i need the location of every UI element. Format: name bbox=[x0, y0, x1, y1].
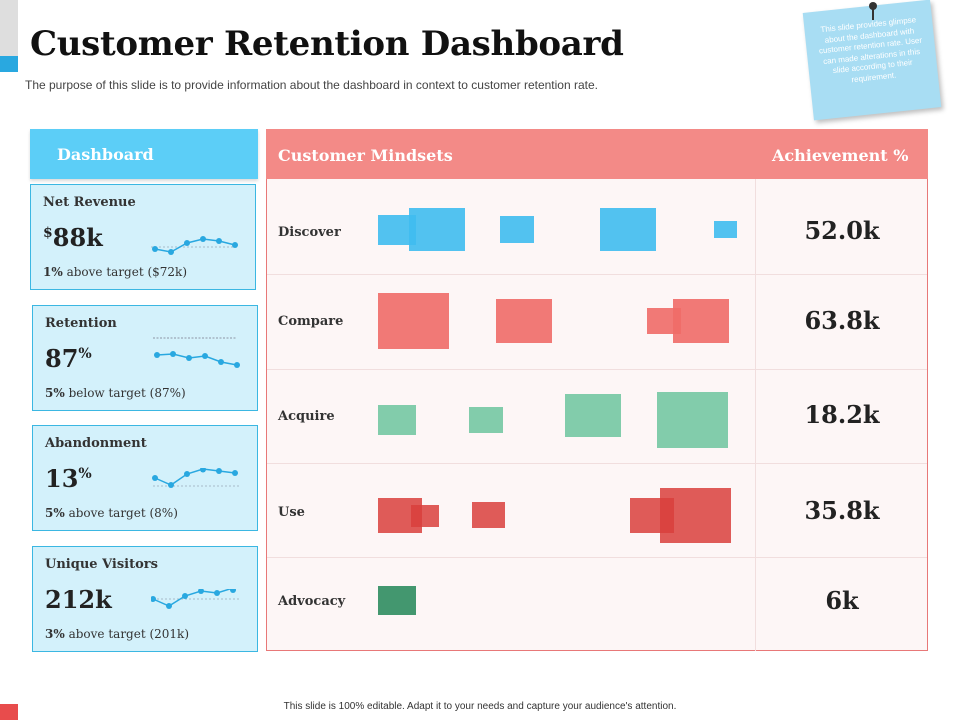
row-label-use: Use bbox=[278, 505, 305, 520]
footer-note: This slide is 100% editable. Adapt it to… bbox=[283, 701, 677, 712]
row-value-discover: 52.0k bbox=[804, 216, 880, 245]
row-label-acquire: Acquire bbox=[278, 409, 335, 424]
row-divider bbox=[267, 369, 927, 370]
kpi-sub-pct: 1% bbox=[43, 265, 63, 279]
sparkline-retention bbox=[153, 337, 240, 368]
compare-block bbox=[378, 293, 449, 349]
row-value-acquire: 18.2k bbox=[804, 400, 880, 429]
row-label-discover: Discover bbox=[278, 225, 341, 240]
kpi-subtext: 5% below target (87%) bbox=[45, 386, 186, 400]
discover-block bbox=[714, 221, 737, 238]
discover-block bbox=[409, 208, 465, 251]
kpi-value: 13% bbox=[45, 464, 92, 493]
sparkline-unique-visitors bbox=[151, 589, 239, 609]
row-value-compare: 63.8k bbox=[804, 306, 880, 335]
mindsets-table bbox=[266, 129, 928, 651]
kpi-card-abandonment: Abandonment 13% 5% above target (8%) bbox=[32, 425, 258, 531]
header-customer-mindsets: Customer Mindsets bbox=[278, 146, 453, 165]
acquire-block bbox=[565, 394, 621, 437]
pin-icon bbox=[869, 2, 877, 10]
dashboard-header-label: Dashboard bbox=[57, 145, 154, 164]
kpi-suffix: % bbox=[78, 346, 92, 362]
kpi-value: 212k bbox=[45, 585, 112, 614]
kpi-label: Abandonment bbox=[45, 436, 147, 451]
kpi-sub-text: below target (87%) bbox=[64, 386, 186, 400]
sticky-note-text: This slide provides glimpse about the da… bbox=[818, 15, 923, 84]
use-block bbox=[472, 502, 505, 528]
row-value-advocacy: 6k bbox=[825, 586, 859, 615]
column-divider bbox=[755, 179, 756, 651]
kpi-number: 88k bbox=[52, 223, 103, 252]
kpi-card-net-revenue: Net Revenue $88k 1% above target ($72k) bbox=[30, 184, 256, 290]
row-divider bbox=[267, 463, 927, 464]
discover-block bbox=[500, 216, 534, 243]
header-achievement: Achievement % bbox=[772, 146, 909, 165]
kpi-card-unique-visitors: Unique Visitors 212k 3% above target (20… bbox=[32, 546, 258, 652]
row-value-use: 35.8k bbox=[804, 496, 880, 525]
acquire-block bbox=[469, 407, 503, 433]
kpi-label: Net Revenue bbox=[43, 195, 136, 210]
row-label-compare: Compare bbox=[278, 314, 344, 329]
kpi-subtext: 1% above target ($72k) bbox=[43, 265, 187, 279]
advocacy-block bbox=[378, 586, 416, 615]
row-divider bbox=[267, 557, 927, 558]
dashboard-header: Dashboard bbox=[30, 129, 258, 179]
kpi-number: 13 bbox=[45, 464, 79, 493]
decor-accent-blue bbox=[0, 56, 18, 72]
kpi-number: 212k bbox=[45, 585, 112, 614]
page-subtitle: The purpose of this slide is to provide … bbox=[25, 78, 598, 92]
page-title: Customer Retention Dashboard bbox=[30, 24, 624, 64]
kpi-label: Unique Visitors bbox=[45, 557, 158, 572]
kpi-sub-pct: 5% bbox=[45, 506, 65, 520]
kpi-value: 87% bbox=[45, 344, 92, 373]
kpi-card-retention: Retention 87% 5% below target (87%) bbox=[32, 305, 258, 411]
mindsets-table-header bbox=[266, 129, 928, 179]
discover-block bbox=[600, 208, 656, 251]
compare-block bbox=[673, 299, 729, 343]
sparkline-net-revenue bbox=[151, 236, 238, 255]
kpi-prefix: $ bbox=[43, 225, 53, 241]
sparkline-abandonment bbox=[152, 468, 239, 488]
acquire-block bbox=[657, 392, 728, 448]
kpi-value: $88k bbox=[43, 223, 103, 252]
acquire-block bbox=[378, 405, 416, 435]
use-block bbox=[411, 505, 439, 527]
kpi-sub-pct: 3% bbox=[45, 627, 65, 641]
compare-block bbox=[496, 299, 552, 343]
kpi-sub-pct: 5% bbox=[45, 386, 65, 400]
kpi-number: 87 bbox=[45, 344, 79, 373]
kpi-sub-text: above target (201k) bbox=[64, 627, 190, 641]
decor-accent-red bbox=[0, 704, 18, 720]
kpi-subtext: 3% above target (201k) bbox=[45, 627, 189, 641]
kpi-label: Retention bbox=[45, 316, 117, 331]
kpi-subtext: 5% above target (8%) bbox=[45, 506, 178, 520]
pin-stem bbox=[872, 8, 874, 20]
kpi-sub-text: above target ($72k) bbox=[62, 265, 188, 279]
kpi-suffix: % bbox=[78, 466, 92, 482]
kpi-sub-text: above target (8%) bbox=[64, 506, 178, 520]
row-divider bbox=[267, 274, 927, 275]
use-block bbox=[660, 488, 731, 543]
row-label-advocacy: Advocacy bbox=[278, 594, 346, 609]
decor-strip bbox=[0, 0, 18, 56]
